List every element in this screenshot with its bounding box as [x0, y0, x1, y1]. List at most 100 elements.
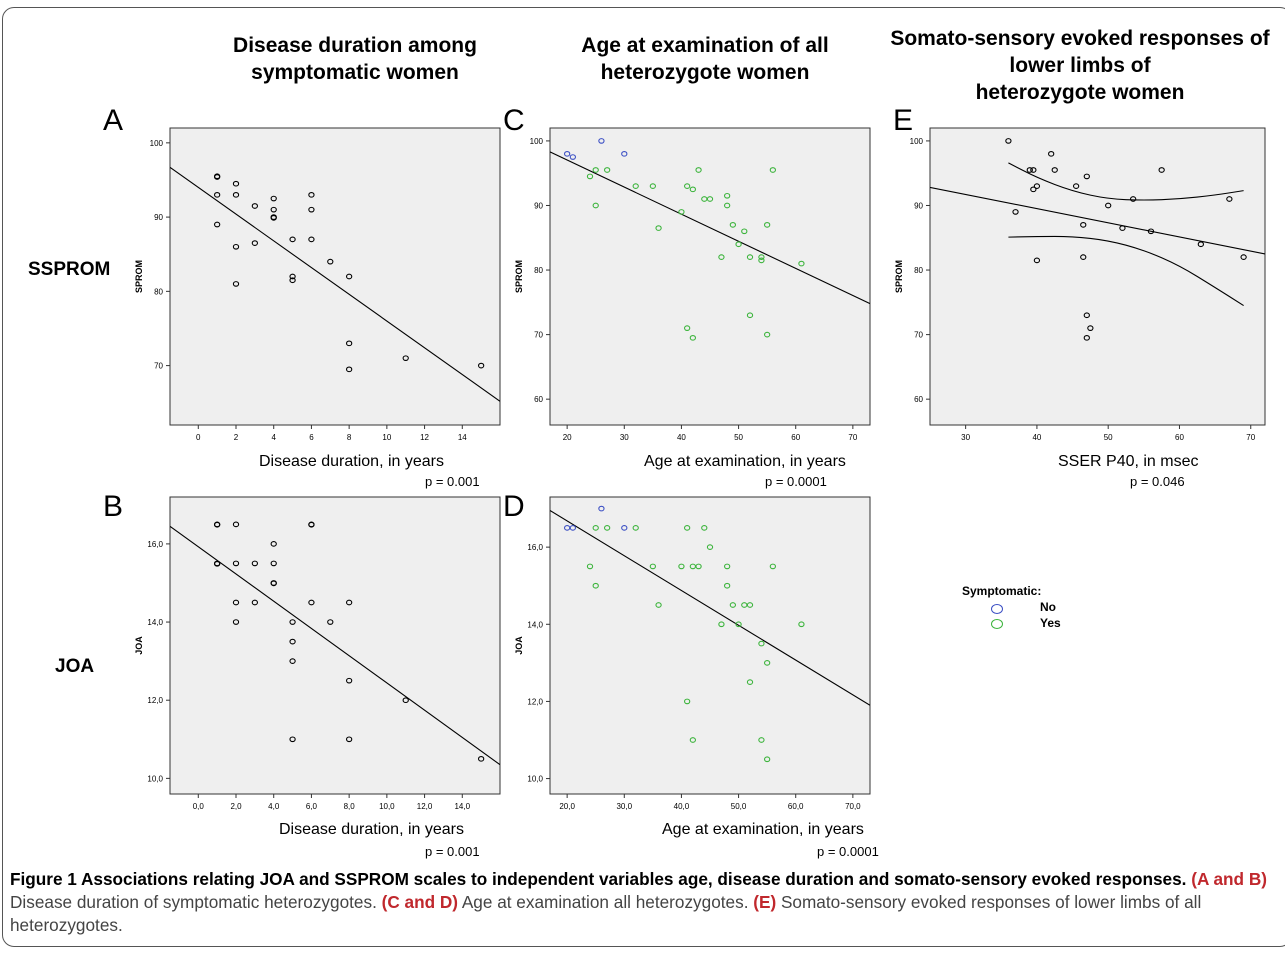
data-point	[769, 563, 777, 570]
data-point	[1240, 254, 1247, 260]
panel-a: 0 2 4 6 8 10 12 14 70 80 90 100 SPROM	[134, 127, 501, 442]
data-point	[289, 736, 296, 743]
data-point	[758, 254, 765, 260]
xlabel-d: Age at examination, in years	[662, 821, 864, 838]
data-point	[1087, 325, 1094, 332]
data-point	[798, 260, 805, 267]
data-point	[402, 697, 409, 704]
data-point	[1083, 173, 1090, 180]
data-point	[569, 525, 577, 531]
plot-area-a	[169, 127, 501, 426]
x-tick-label: 4,0	[268, 802, 280, 811]
x-tick-label: 12	[420, 433, 429, 442]
data-point	[251, 203, 259, 209]
data-point	[270, 195, 277, 202]
data-point	[763, 660, 771, 666]
legend-marker-yes	[991, 619, 1003, 629]
data-point	[735, 621, 742, 628]
y-tick-label: 80	[914, 266, 923, 275]
data-point	[477, 755, 485, 762]
y-tick-label: 14,0	[147, 618, 163, 627]
caption-cd-ref: (C and D)	[381, 892, 459, 912]
fit-line-d	[550, 510, 870, 706]
data-point	[689, 186, 697, 193]
x-tick-label: 6,0	[306, 802, 318, 811]
data-point	[270, 560, 277, 567]
data-point	[289, 658, 296, 664]
data-point	[769, 167, 777, 173]
data-point	[1033, 257, 1041, 264]
data-point	[763, 221, 771, 228]
data-point	[723, 192, 731, 199]
y-tick-label: 12,0	[527, 697, 543, 706]
data-point	[402, 355, 409, 362]
x-tick-label: 70	[848, 433, 857, 442]
data-point	[678, 209, 685, 215]
x-tick-label: 40,0	[674, 802, 690, 811]
caption-ab-ref: (A and B)	[1191, 869, 1267, 889]
data-point	[1030, 167, 1037, 173]
fit-line-e	[930, 186, 1265, 255]
y-tick-label: 10,0	[147, 774, 163, 783]
data-point	[695, 167, 702, 173]
data-point	[689, 334, 697, 341]
pvalue-e: p = 0.046	[1130, 474, 1185, 489]
legend-label-no: No	[1040, 600, 1056, 614]
data-point	[746, 602, 754, 608]
x-tick-label: 6	[309, 433, 314, 442]
data-point	[592, 525, 599, 531]
data-point	[655, 602, 662, 608]
data-point	[683, 698, 691, 705]
column-title-sser: Somato-sensory evoked responses of lower…	[890, 27, 1270, 104]
data-point	[1083, 312, 1090, 319]
data-point	[232, 560, 240, 567]
x-tick-label: 40	[1032, 433, 1041, 442]
plot-area-e	[929, 127, 1266, 426]
data-point	[1048, 150, 1055, 157]
x-tick-label: 10	[382, 433, 391, 442]
data-point	[289, 277, 296, 284]
data-point	[477, 362, 485, 369]
data-point	[213, 174, 221, 180]
x-tick-label: 2	[234, 433, 239, 442]
x-tick-label: 8	[347, 433, 352, 442]
data-point	[563, 150, 571, 157]
pvalue-a: p = 0.001	[425, 474, 480, 489]
data-point	[1030, 186, 1037, 193]
data-point	[586, 173, 594, 180]
data-point	[1129, 196, 1137, 202]
x-tick-label: 14,0	[454, 802, 470, 811]
data-point	[592, 582, 599, 589]
x-tick-label: 30	[961, 433, 970, 442]
data-point	[763, 756, 771, 763]
data-point	[270, 541, 277, 547]
pvalue-b: p = 0.001	[425, 844, 480, 859]
data-point	[213, 521, 221, 528]
data-point	[308, 236, 315, 243]
y-tick-label: 10,0	[527, 775, 543, 784]
data-point	[308, 521, 315, 528]
y-tick-label: 90	[534, 201, 543, 210]
data-point	[718, 254, 725, 260]
column-title-duration: Disease duration among symptomatic women	[233, 34, 477, 84]
x-tick-label: 0	[196, 433, 201, 442]
caption-title: Figure 1 Associations relating JOA and S…	[10, 869, 1187, 889]
data-point	[232, 191, 240, 198]
data-point	[1072, 183, 1080, 189]
data-point	[308, 191, 315, 198]
data-point	[701, 525, 708, 531]
y-tick-label: 100	[910, 137, 924, 146]
x-tick-label: 30	[620, 433, 629, 442]
y-tick-label: 16,0	[527, 543, 543, 552]
data-point	[345, 677, 353, 684]
data-point	[345, 340, 353, 347]
x-tick-label: 10,0	[379, 802, 395, 811]
row-label-joa: JOA	[55, 656, 95, 677]
pvalue-c: p = 0.0001	[765, 474, 827, 489]
data-point	[706, 196, 714, 202]
legend-marker-no	[991, 604, 1003, 614]
data-point	[1080, 221, 1087, 228]
data-point	[632, 525, 639, 531]
data-point	[763, 331, 771, 338]
